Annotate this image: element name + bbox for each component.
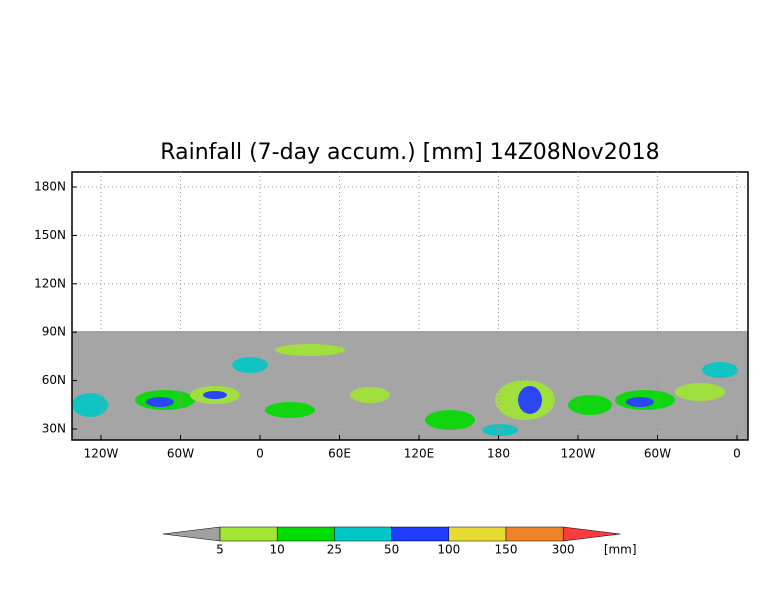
lon-label: 180 bbox=[487, 447, 510, 461]
lon-label: 60E bbox=[328, 447, 351, 461]
colorbar-box bbox=[391, 526, 450, 542]
colorbar-arrow bbox=[162, 526, 221, 542]
colorbar-label: 50 bbox=[384, 543, 399, 557]
lon-label: 120W bbox=[561, 447, 596, 461]
data-region bbox=[72, 331, 748, 440]
colorbar-box bbox=[219, 526, 278, 542]
colorbar-label: 150 bbox=[495, 543, 518, 557]
colorbar-box bbox=[448, 526, 507, 542]
lon-label: 60W bbox=[167, 447, 194, 461]
lon-label: 0 bbox=[733, 447, 741, 461]
colorbar-box bbox=[276, 526, 335, 542]
lon-label: 120E bbox=[404, 447, 435, 461]
lon-label: 120W bbox=[84, 447, 119, 461]
colorbar-box bbox=[505, 526, 564, 542]
colorbar-label: 5 bbox=[216, 543, 224, 557]
colorbar: 5 10 25 50 100 150 300 [mm] bbox=[162, 526, 637, 557]
lat-label: 60N bbox=[42, 373, 66, 387]
colorbar-unit: [mm] bbox=[604, 543, 637, 557]
rain-patches bbox=[72, 344, 738, 436]
map-title: Rainfall (7-day accum.) [mm] 14Z08Nov201… bbox=[160, 140, 659, 165]
lat-label: 30N bbox=[42, 422, 66, 436]
colorbar-label: 10 bbox=[270, 543, 285, 557]
lat-label: 120N bbox=[34, 276, 66, 290]
colorbar-box bbox=[334, 526, 392, 542]
colorbar-arrow bbox=[562, 526, 621, 542]
colorbar-label: 300 bbox=[552, 543, 575, 557]
colorbar-label: 25 bbox=[327, 543, 342, 557]
lat-label: 180N bbox=[34, 180, 66, 194]
plot-frame bbox=[71, 171, 749, 441]
colorbar-label: 100 bbox=[437, 543, 460, 557]
lat-label: 150N bbox=[34, 228, 66, 242]
lon-label: 60W bbox=[644, 447, 671, 461]
lat-label: 90N bbox=[42, 325, 66, 339]
lon-label: 0 bbox=[256, 447, 264, 461]
